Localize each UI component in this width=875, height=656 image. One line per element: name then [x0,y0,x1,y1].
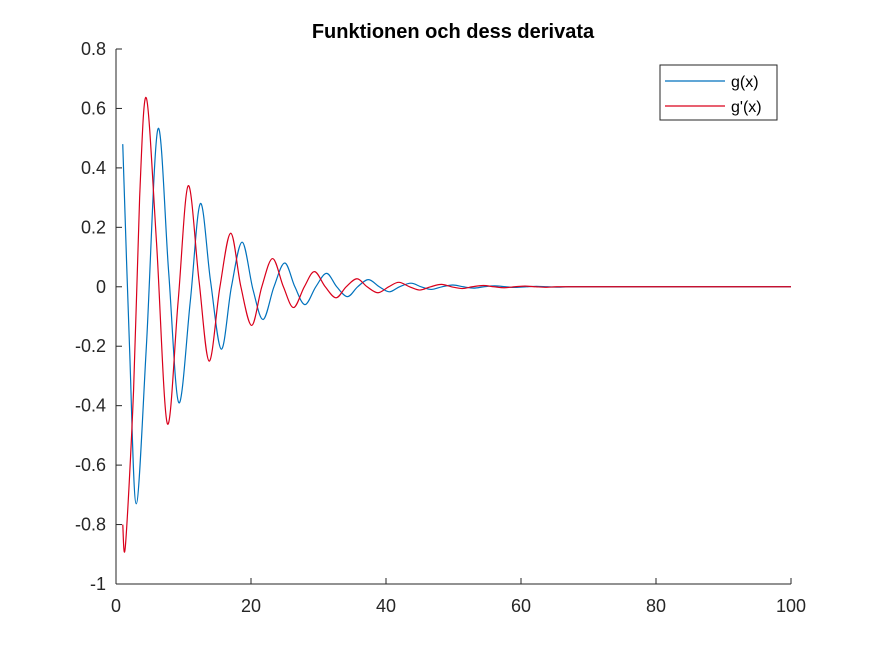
x-tick-label: 80 [646,596,666,616]
x-tick-label: 40 [376,596,396,616]
y-tick-label: -0.6 [75,455,106,475]
plot-lines [122,96,791,553]
y-tick-label: 0 [96,277,106,297]
x-tick-label: 100 [776,596,806,616]
legend-label-g: g(x) [731,74,759,91]
legend-box [659,64,778,121]
series-line-g [122,127,791,505]
chart-title: Funktionen och dess derivata [312,21,595,43]
legend-label-g-prime: g'(x) [731,99,762,116]
y-tick-label: 0.8 [81,39,106,59]
x-tick-label: 20 [241,596,261,616]
y-tick-label: 0.2 [81,217,106,237]
y-tick-label: 0.6 [81,98,106,118]
axes: 0 20 40 60 80 100 -1 -0.8 -0.6 -0.4 -0.2 0 0.2 0.4 0.6… [75,39,806,616]
y-tick-label: -0.8 [75,515,106,535]
x-tick-label: 60 [511,596,531,616]
x-tick-label: 0 [111,596,121,616]
y-tick-label: 0.4 [81,158,106,178]
y-tick-label: -1 [90,574,106,594]
legend: g(x) g'(x) [659,64,778,121]
series-line-g-prime [122,96,791,553]
y-tick-label: -0.2 [75,336,106,356]
y-tick-label: -0.4 [75,396,106,416]
